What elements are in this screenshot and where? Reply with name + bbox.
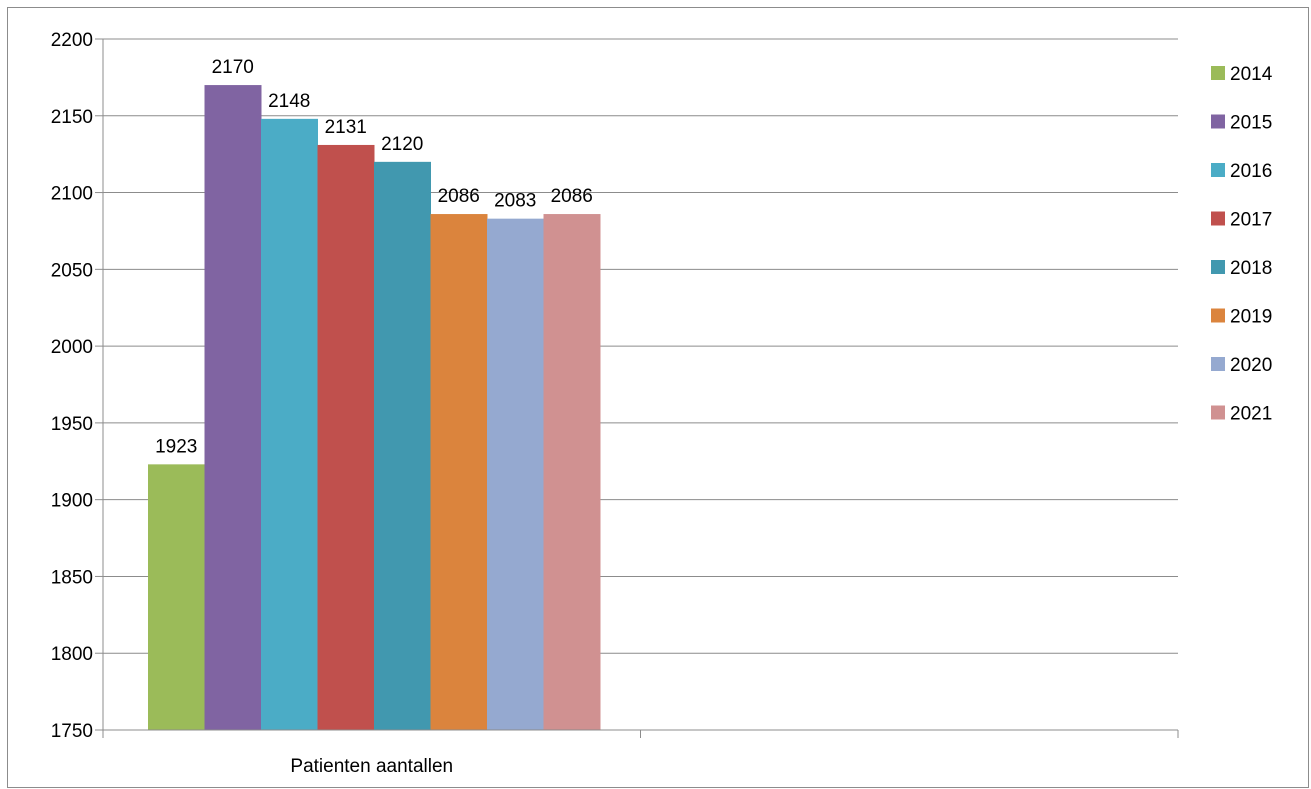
x-category-label: Patienten aantallen bbox=[290, 756, 453, 777]
bar-2021 bbox=[543, 214, 601, 730]
legend: 2014 2015 2016 2017 2018 2019 2020 2021 bbox=[1211, 64, 1273, 425]
axes: 1750 1800 1850 1900 1950 2000 2050 2100 2150 2200… bbox=[51, 30, 1179, 777]
legend-label-2017: 2017 bbox=[1230, 210, 1272, 231]
data-label-2021: 2086 bbox=[551, 186, 593, 207]
data-label-2015: 2170 bbox=[212, 57, 254, 78]
y-tick-label-1800: 1800 bbox=[51, 644, 93, 665]
legend-label-2019: 2019 bbox=[1230, 307, 1272, 328]
y-tick-label-2050: 2050 bbox=[51, 260, 93, 281]
legend-label-2018: 2018 bbox=[1230, 258, 1272, 279]
bar-2020 bbox=[487, 218, 544, 730]
legend-label-2020: 2020 bbox=[1230, 355, 1272, 376]
legend-swatch-2020 bbox=[1211, 357, 1225, 371]
data-label-2019: 2086 bbox=[438, 186, 480, 207]
bar-2017 bbox=[317, 144, 375, 730]
data-labels: 1923 2170 2148 2131 2120 2086 2083 2086 bbox=[155, 57, 593, 457]
y-tick-label-2200: 2200 bbox=[51, 30, 93, 51]
data-label-2018: 2120 bbox=[381, 134, 423, 155]
legend-swatch-2019 bbox=[1211, 308, 1225, 323]
legend-swatch-2017 bbox=[1211, 211, 1225, 226]
legend-label-2021: 2021 bbox=[1230, 404, 1272, 425]
y-tick-label-2150: 2150 bbox=[51, 107, 93, 128]
y-tick-label-2000: 2000 bbox=[51, 337, 93, 358]
y-tick-label-1950: 1950 bbox=[51, 414, 93, 435]
data-label-2016: 2148 bbox=[268, 91, 310, 112]
legend-swatch-2014 bbox=[1211, 66, 1225, 80]
legend-label-2015: 2015 bbox=[1230, 113, 1272, 134]
data-label-2020: 2083 bbox=[494, 191, 536, 212]
legend-swatch-2018 bbox=[1211, 260, 1225, 274]
y-tick-label-1900: 1900 bbox=[51, 491, 93, 512]
bar-2018 bbox=[374, 161, 431, 730]
data-label-2014: 1923 bbox=[155, 436, 197, 457]
bar-2019 bbox=[430, 214, 488, 730]
legend-swatch-2021 bbox=[1211, 405, 1225, 420]
legend-swatch-2015 bbox=[1211, 114, 1225, 129]
y-tick-label-1750: 1750 bbox=[51, 721, 93, 742]
y-tick-label-2100: 2100 bbox=[51, 184, 93, 205]
bar-2016 bbox=[261, 118, 318, 731]
legend-label-2014: 2014 bbox=[1230, 64, 1273, 85]
y-tick-label-1850: 1850 bbox=[51, 567, 93, 588]
bar-2014 bbox=[148, 464, 205, 730]
data-label-2017: 2131 bbox=[325, 117, 367, 138]
bars bbox=[148, 85, 601, 731]
bar-2015 bbox=[204, 85, 262, 731]
legend-swatch-2016 bbox=[1211, 163, 1225, 177]
legend-label-2016: 2016 bbox=[1230, 161, 1272, 182]
